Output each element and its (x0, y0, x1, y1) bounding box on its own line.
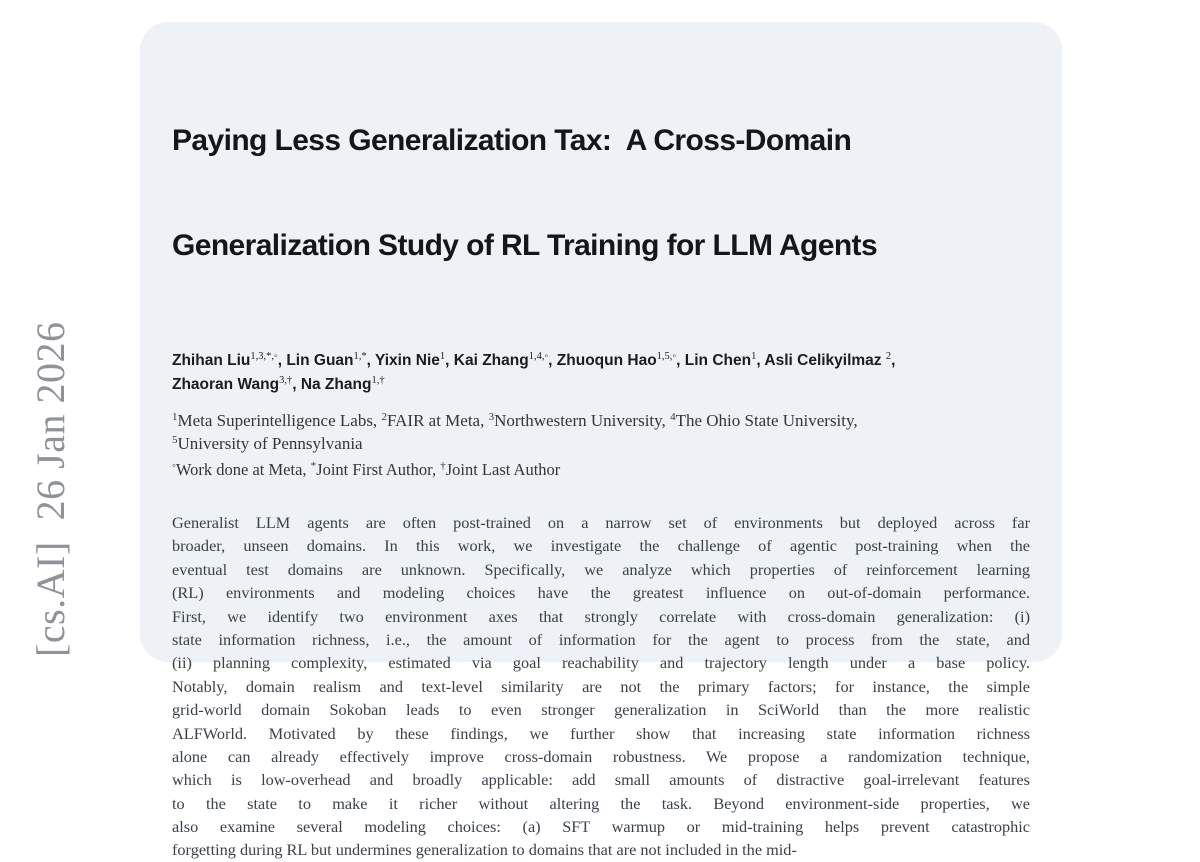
paper-title: Paying Less Generalization Tax: A Cross-… (172, 53, 1030, 333)
author-sup: 1,* (353, 351, 367, 362)
abstract-line: which is low-overhead and broadly applic… (172, 770, 1030, 790)
author-list: Zhihan Liu1,3,*,◦, Lin Guan1,*, Yixin Ni… (172, 349, 1030, 397)
author-sup: 3,† (279, 375, 293, 386)
author-sup: 2 (885, 351, 892, 362)
abstract-line: eventual test domains are unknown. Speci… (172, 559, 1030, 579)
affiliation-text: The Ohio State University, (675, 411, 858, 430)
abstract-line: state information richness, i.e., the am… (172, 629, 1030, 649)
author-text: Zhuoqun Hao (556, 352, 657, 369)
author-sup: 1 (439, 351, 446, 362)
abstract-line: to the state to make it richer without a… (172, 793, 1030, 813)
affiliation-sup: 3 (488, 411, 495, 423)
abstract-line: (RL) environments and modeling choices h… (172, 583, 1030, 603)
affiliation-text: University of Pennsylvania (177, 434, 363, 453)
abstract-line: also examine several modeling choices: (… (172, 817, 1030, 837)
affiliation-sup: 5 (172, 434, 178, 446)
affiliation-line: 5University of Pennsylvania (172, 432, 1030, 455)
author-text: Na Zhang (300, 376, 372, 393)
arxiv-watermark: [cs.AI] 26 Jan 2026 (28, 321, 73, 658)
note-text: Joint First Author, (316, 460, 441, 479)
abstract-line: Notably, domain realism and text-level s… (172, 676, 1030, 696)
abstract-line: (ii) planning complexity, estimated via … (172, 653, 1030, 673)
author-text: Asli Celikyilmaz (764, 352, 886, 369)
abstract-line: forgetting during RL but undermines gene… (172, 840, 797, 860)
note-sup: † (440, 460, 446, 472)
abstract-line: ALFWorld. Motivated by these findings, w… (172, 723, 1030, 743)
author-text: Zhihan Liu (172, 352, 251, 369)
author-sup: 1,† (371, 375, 385, 386)
paper-page-card: Paying Less Generalization Tax: A Cross-… (140, 22, 1062, 859)
affiliation-sup: 1 (172, 411, 178, 423)
affiliation-sup: 2 (381, 411, 387, 423)
note-text: Joint Last Author (445, 460, 561, 479)
author-text: Zhaoran Wang (172, 376, 280, 393)
abstract-line: Generalist LLM agents are often post-tra… (172, 513, 1030, 532)
abstract-paragraph: Generalist LLM agents are often post-tra… (172, 511, 1030, 862)
author-text: Yixin Nie (374, 352, 440, 369)
author-text: Lin Guan (286, 352, 354, 369)
affiliation-text: FAIR at Meta, (386, 411, 489, 430)
author-line: Zhaoran Wang3,†, Na Zhang1,† (172, 375, 385, 393)
note-sup: ◦ (172, 460, 176, 472)
abstract-line: alone can already effectively improve cr… (172, 746, 1030, 766)
author-sup: 1 (751, 351, 757, 362)
author-text: Lin Chen (684, 352, 752, 369)
author-line: Zhihan Liu1,3,*,◦, Lin Guan1,*, Yixin Ni… (172, 351, 900, 369)
abstract-line: grid-world domain Sokoban leads to even … (172, 700, 1030, 720)
affiliation-text: Northwestern University, (494, 411, 671, 430)
paper-title-line-1: Paying Less Generalization Tax: A Cross-… (172, 124, 852, 157)
affiliation-line: 1Meta Superintelligence Labs, 2FAIR at M… (172, 409, 1030, 432)
affiliation-list: 1Meta Superintelligence Labs, 2FAIR at M… (172, 409, 1030, 455)
abstract-line: First, we identify two environment axes … (172, 606, 1030, 626)
author-sup: 1,5,◦ (656, 351, 677, 362)
note-sup: * (310, 460, 317, 472)
author-notes: ◦Work done at Meta, *Joint First Author,… (172, 458, 1030, 481)
paper-content: Paying Less Generalization Tax: A Cross-… (172, 53, 1030, 862)
abstract-line: broader, unseen domains. In this work, w… (172, 536, 1030, 556)
note-text: Work done at Meta, (175, 460, 311, 479)
author-sup: 1,4,◦ (528, 351, 549, 362)
affiliation-sup: 4 (670, 411, 676, 423)
affiliation-text: Meta Superintelligence Labs, (177, 411, 382, 430)
author-sup: 1,3,*,◦ (250, 351, 278, 362)
author-text: Kai Zhang (453, 352, 529, 369)
paper-title-line-2: Generalization Study of RL Training for … (172, 229, 878, 262)
